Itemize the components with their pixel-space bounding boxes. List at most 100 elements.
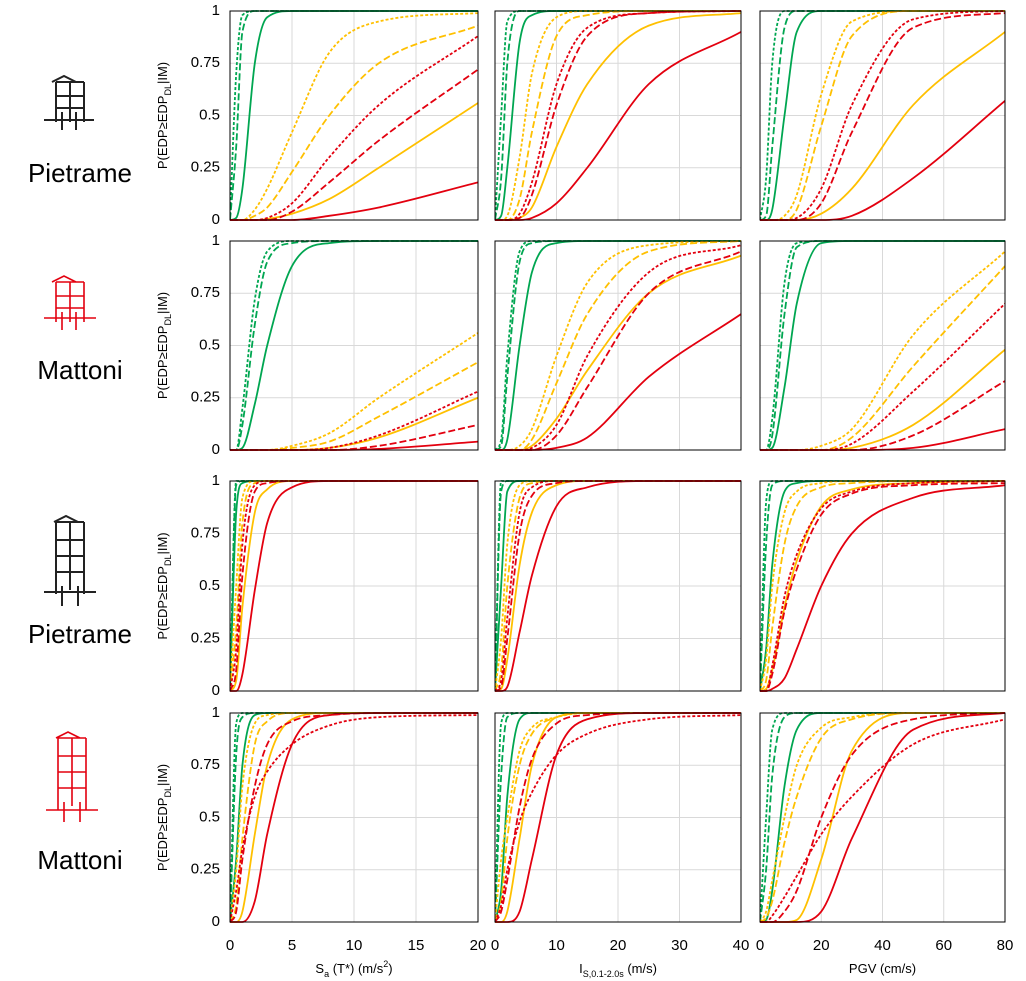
curve [495, 240, 741, 451]
curve [495, 10, 741, 221]
label-part: S [315, 961, 324, 976]
row-label: Mattoni [37, 845, 122, 875]
y-tick-label: 0.75 [191, 54, 220, 71]
label-part: P(EDP≥EDP [155, 96, 170, 170]
y-axis-label: P(EDP≥EDPDL|IM) [155, 532, 173, 639]
curve [230, 35, 478, 221]
x-tick-label: 0 [756, 937, 764, 954]
curve [495, 244, 741, 451]
y-tick-label: 0 [212, 682, 220, 699]
label-part: PGV (cm/s) [849, 961, 916, 976]
label-part: (T*) (m/s [329, 961, 384, 976]
curve [495, 714, 741, 923]
plot-frame [759, 712, 1006, 923]
label-part: (m/s) [624, 961, 657, 976]
curve [230, 12, 478, 221]
y-tick-label: 0 [212, 211, 220, 228]
curve [760, 10, 1005, 221]
x-tick-label: 0 [226, 937, 234, 954]
curve [760, 240, 1005, 451]
label-part: DL [163, 84, 173, 96]
plot-frame [759, 480, 1006, 692]
y-tick-label: 0 [212, 441, 220, 458]
plot-frame [759, 10, 1006, 221]
x-tick-label: 0 [491, 937, 499, 954]
x-tick-label: 30 [671, 937, 688, 954]
curve [230, 390, 478, 451]
plot-frame [494, 10, 742, 221]
y-axis-label: P(EDP≥EDPDL|IM) [155, 62, 173, 169]
x-axis-label: PGV (cm/s) [849, 961, 916, 976]
building-icon [44, 275, 96, 330]
label-part: |IM) [155, 292, 170, 314]
y-tick-label: 1 [212, 704, 220, 721]
x-tick-label: 10 [548, 937, 565, 954]
label-part: ) [388, 961, 392, 976]
curve [760, 12, 1005, 221]
label-part: P(EDP≥EDP [155, 566, 170, 640]
row-label: Mattoni [37, 355, 122, 385]
plot-frame [494, 712, 742, 923]
x-tick-label: 20 [610, 937, 627, 954]
x-tick-label: 40 [874, 937, 891, 954]
building-icon [44, 74, 94, 130]
label-part: I [579, 961, 583, 976]
plot-lines [495, 240, 741, 451]
plot-frame [759, 240, 1006, 451]
label-part: P(EDP≥EDP [155, 798, 170, 872]
curve [495, 250, 741, 451]
plot-frame [229, 10, 479, 221]
x-tick-label: 10 [346, 937, 363, 954]
x-tick-label: 5 [288, 937, 296, 954]
row-label: Pietrame [28, 158, 132, 188]
plot-frame [229, 712, 479, 923]
y-tick-label: 0.5 [199, 106, 220, 123]
building-icon [44, 514, 96, 606]
row-label: Pietrame [28, 619, 132, 649]
building-icon [46, 731, 98, 822]
curve [760, 718, 1005, 923]
y-axis-label: P(EDP≥EDPDL|IM) [155, 764, 173, 871]
x-axis-label: Sa (T*) (m/s2) [315, 959, 392, 979]
y-tick-label: 0 [212, 913, 220, 930]
curve [230, 714, 478, 923]
y-tick-label: 1 [212, 2, 220, 19]
label-part: |IM) [155, 764, 170, 786]
x-tick-label: 80 [997, 937, 1014, 954]
curve [760, 240, 1005, 451]
curve [495, 480, 741, 692]
y-axis-label: P(EDP≥EDPDL|IM) [155, 292, 173, 399]
curve [495, 240, 741, 451]
x-tick-label: 60 [935, 937, 952, 954]
curve [495, 480, 741, 692]
x-axis-label: IS,0.1-2.0s (m/s) [579, 961, 657, 979]
label-part: 2 [383, 959, 388, 969]
curve [495, 10, 741, 221]
label-part: S,0.1-2.0s [583, 969, 625, 979]
label-part: P(EDP≥EDP [155, 326, 170, 400]
curve [495, 10, 741, 221]
curve [495, 240, 741, 451]
y-tick-label: 0.5 [199, 336, 220, 353]
label-part: a [324, 969, 329, 979]
curve [760, 380, 1005, 451]
curve [230, 240, 478, 451]
label-part: |IM) [155, 532, 170, 554]
curve [760, 482, 1005, 692]
plot-frame [229, 480, 479, 692]
y-tick-label: 0.5 [199, 577, 220, 594]
x-tick-label: 20 [470, 937, 487, 954]
plot-frame [494, 240, 742, 451]
y-tick-label: 0.25 [191, 159, 220, 176]
y-tick-label: 0.75 [191, 756, 220, 773]
y-tick-label: 0.25 [191, 861, 220, 878]
plot-frame [494, 480, 742, 692]
label-part: |IM) [155, 62, 170, 84]
y-tick-label: 0.5 [199, 808, 220, 825]
y-tick-label: 0.75 [191, 284, 220, 301]
y-tick-label: 0.25 [191, 389, 220, 406]
curve [760, 712, 1005, 923]
label-part: DL [163, 555, 173, 567]
y-tick-label: 1 [212, 232, 220, 249]
